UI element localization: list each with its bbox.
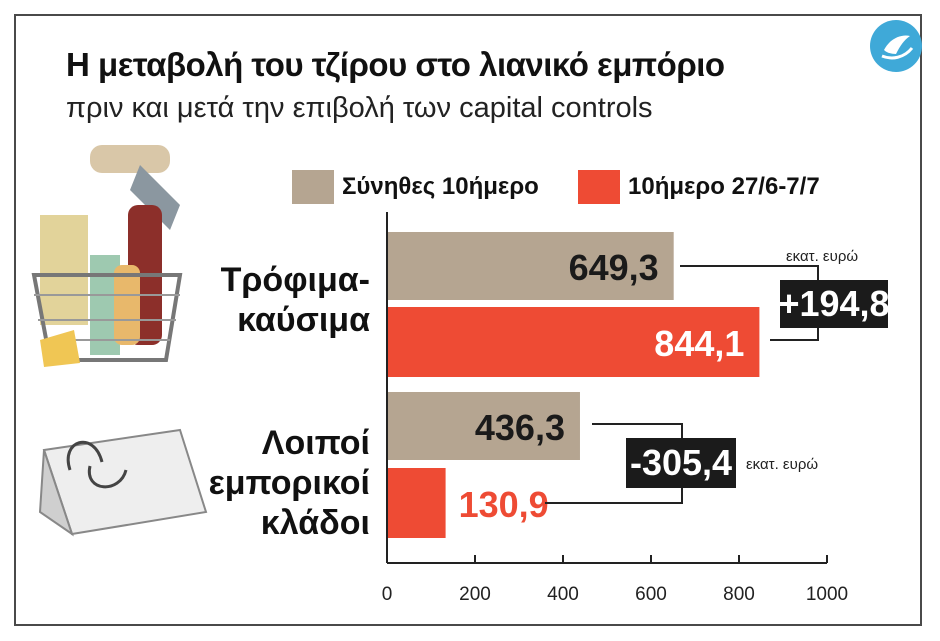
x-tick-label: 400 (547, 584, 579, 605)
chart-title: Η μεταβολή του τζίρου στο λιανικό εμπόρι… (66, 46, 725, 83)
unit-label-other-sectors: εκατ. ευρώ (746, 456, 819, 473)
data-label: 844,1 (654, 323, 744, 364)
legend-label-usual: Σύνηθες 10ήμερο (342, 173, 539, 200)
bar (388, 307, 760, 377)
data-label: 649,3 (569, 247, 659, 288)
x-tick-label: 600 (635, 584, 667, 605)
category-label-food-fuel: Τρόφιμα- καύσιμα (220, 261, 370, 339)
unit-label-food-fuel: εκατ. ευρώ (786, 248, 859, 265)
logo-icon (870, 20, 922, 72)
difference-badge-food-fuel: +194,8 (778, 280, 890, 328)
difference-badge-other-sectors: -305,4 (626, 438, 736, 488)
shopping-bag-icon (38, 428, 208, 537)
data-label: 130,9 (459, 484, 549, 525)
chart-subtitle: πριν και μετά την επιβολή των capital co… (66, 92, 653, 124)
x-tick-label: 200 (459, 584, 491, 605)
legend-label-controls: 10ήμερο 27/6-7/7 (628, 173, 820, 200)
legend-item-usual: Σύνηθες 10ήμερο (292, 170, 539, 204)
legend-swatch-usual (292, 170, 334, 204)
bar (388, 232, 674, 300)
category-label-other-sectors: Λοιποί εμπορικοί κλάδοι (208, 424, 370, 542)
x-tick-label: 1000 (806, 584, 848, 605)
data-label: 436,3 (475, 407, 565, 448)
legend-swatch-controls (578, 170, 620, 204)
x-tick-label: 0 (382, 584, 393, 605)
x-tick-label: 800 (723, 584, 755, 605)
bar (388, 392, 580, 460)
grocery-basket-icon (31, 145, 183, 367)
bar (388, 468, 446, 538)
legend-item-controls: 10ήμερο 27/6-7/7 (578, 170, 820, 204)
